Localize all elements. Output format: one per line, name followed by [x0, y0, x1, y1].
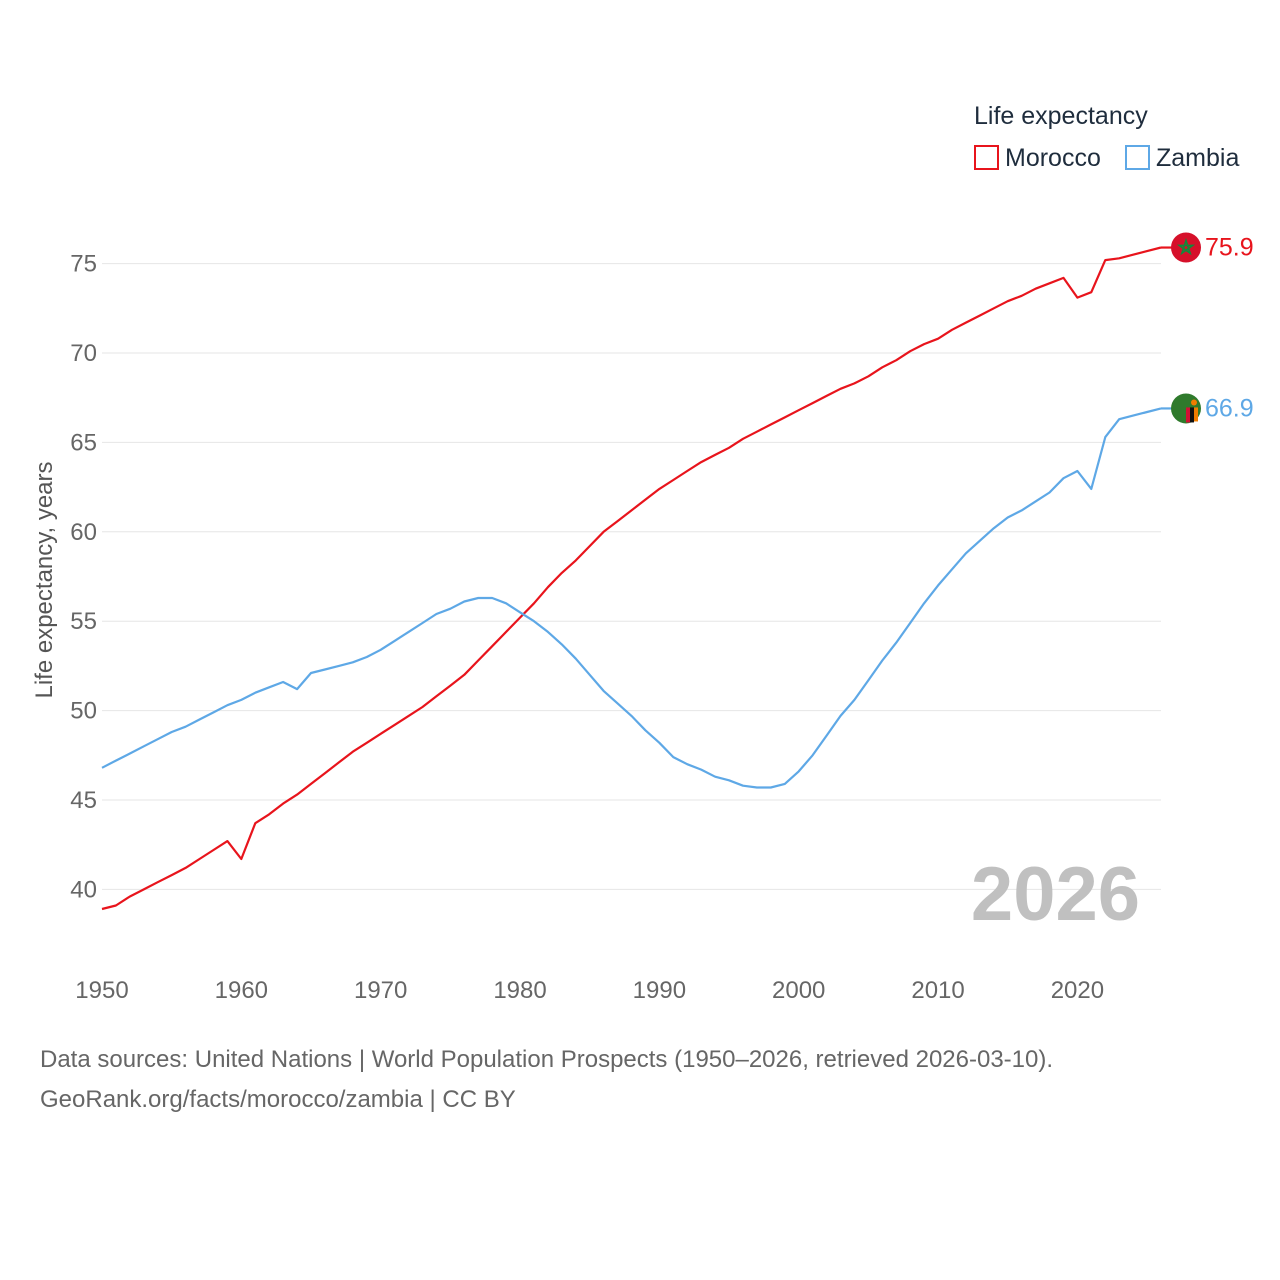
footer: Data sources: United Nations | World Pop… [40, 1040, 1053, 1120]
x-tick-label: 2000 [772, 977, 825, 1004]
life-expectancy-chart: 40 45 50 55 60 65 70 75 1950 1960 1970 1980 1990 200… [31, 102, 1254, 1004]
y-tick-label: 55 [70, 608, 97, 635]
x-tick-label: 2010 [911, 977, 964, 1004]
x-tick-label: 1980 [493, 977, 546, 1004]
series-end-markers: 75.9 66.9 [1161, 232, 1254, 424]
legend-label-zambia: Zambia [1156, 144, 1239, 172]
y-axis-label: Life expectancy, years [31, 461, 58, 698]
y-tick-label: 65 [70, 429, 97, 456]
flag-eagle [1191, 399, 1197, 406]
flag-disc [1171, 232, 1201, 263]
flag-stripe-orange [1194, 407, 1198, 422]
y-tick-label: 60 [70, 519, 97, 546]
zambia-flag-icon [1171, 393, 1201, 424]
y-tick-label: 40 [70, 876, 97, 903]
series-line-zambia [101, 407, 1162, 789]
flag-stripe-red [1186, 407, 1190, 423]
y-tick-label: 50 [70, 698, 97, 725]
legend: Life expectancy Morocco Zambia [974, 102, 1239, 172]
flag-star [1176, 237, 1196, 256]
y-axis-ticks: 40 45 50 55 60 65 70 75 [70, 251, 97, 904]
legend-item-zambia[interactable]: Zambia [1125, 144, 1239, 172]
x-tick-label: 2020 [1051, 977, 1104, 1004]
end-value-label-zambia: 66.9 [1205, 394, 1254, 422]
x-tick-label: 1960 [215, 977, 268, 1004]
y-tick-label: 75 [70, 251, 97, 278]
flag-stripe-black [1190, 407, 1194, 423]
y-tick-label: 70 [70, 340, 97, 367]
x-tick-label: 1990 [633, 977, 686, 1004]
legend-swatch-morocco [974, 145, 999, 170]
legend-item-morocco[interactable]: Morocco [974, 144, 1101, 172]
data-sources-text: Data sources: United Nations | World Pop… [40, 1046, 1054, 1073]
series-line-morocco [101, 246, 1162, 911]
source-link[interactable]: GeoRank.org/facts/morocco/zambia | CC BY [40, 1086, 516, 1113]
current-year-watermark: 2026 [971, 852, 1140, 937]
legend-swatch-zambia [1125, 145, 1150, 170]
series-lines [101, 246, 1162, 911]
end-value-label-morocco: 75.9 [1205, 234, 1254, 262]
x-tick-label: 1970 [354, 977, 407, 1004]
x-axis-ticks: 1950 1960 1970 1980 1990 2000 2010 2020 [75, 977, 1104, 1004]
y-tick-label: 45 [70, 787, 97, 814]
legend-title: Life expectancy [974, 102, 1148, 130]
legend-label-morocco: Morocco [1005, 144, 1101, 172]
x-tick-label: 1950 [75, 977, 128, 1004]
morocco-flag-icon [1171, 232, 1201, 263]
grid-lines [102, 263, 1161, 890]
